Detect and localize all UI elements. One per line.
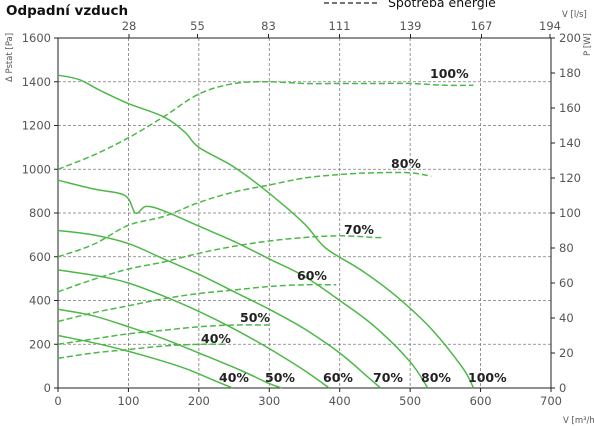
legend: Spotřeba energie — [324, 0, 496, 10]
y-axis-label: Δ Pstat [Pa] — [5, 33, 15, 82]
x-tick-label: 200 — [188, 394, 210, 408]
y2-tick-label: 120 — [559, 171, 581, 185]
y-tick-label: 0 — [44, 381, 51, 395]
x-tick-label: 0 — [54, 394, 61, 408]
x2-tick-label: 55 — [190, 19, 205, 33]
y2-tick-label: 40 — [559, 311, 574, 325]
y2-tick-label: 80 — [559, 241, 574, 255]
x2-tick-label: 111 — [329, 19, 351, 33]
pressure-curve-label: 100% — [468, 370, 507, 385]
tick-labels: 0200400600800100012001400160002040608010… — [22, 19, 581, 408]
power-curve-label: 70% — [344, 222, 374, 237]
y2-tick-label: 200 — [559, 31, 581, 45]
y-tick-label: 800 — [29, 206, 51, 220]
x2-tick-label: 83 — [261, 19, 276, 33]
y2-tick-label: 0 — [559, 381, 566, 395]
power-curve-label: 80% — [391, 156, 421, 171]
y2-tick-label: 180 — [559, 66, 581, 80]
x-tick-label: 400 — [329, 394, 351, 408]
x2-axis-label: V [l/s] — [562, 10, 587, 20]
pressure-curve-60pct — [57, 269, 330, 389]
legend-label: Spotřeba energie — [388, 0, 496, 10]
power-curve-80pct — [57, 171, 432, 258]
y2-axis-label: P [W] — [583, 33, 593, 56]
pressure-curve-70pct — [57, 229, 382, 389]
pressure-curve-label: 50% — [265, 370, 295, 385]
chart-title: Odpadní vzduch — [6, 3, 128, 19]
power-curves — [57, 81, 474, 360]
y-tick-label: 200 — [29, 337, 51, 351]
power-curve-label: 100% — [430, 66, 469, 81]
power-curve-label: 60% — [297, 268, 327, 283]
power-curve-100pct — [57, 81, 474, 170]
y2-tick-label: 20 — [559, 346, 574, 360]
power-curve-label: 50% — [240, 310, 270, 325]
y-tick-label: 1600 — [22, 31, 51, 45]
y2-tick-label: 160 — [559, 101, 581, 115]
pressure-curve-label: 80% — [421, 370, 451, 385]
pressure-curve-100pct — [57, 74, 475, 389]
y-tick-label: 400 — [29, 294, 51, 308]
y-tick-label: 1200 — [22, 119, 51, 133]
power-curve-label: 40% — [201, 331, 231, 346]
x-axis-label: V [m³/h] — [563, 416, 594, 426]
y-tick-label: 600 — [29, 250, 51, 264]
y-tick-label: 1000 — [22, 162, 51, 176]
x-tick-label: 600 — [470, 394, 492, 408]
x2-tick-label: 28 — [122, 19, 137, 33]
x-tick-label: 300 — [258, 394, 280, 408]
grid-lines — [58, 37, 551, 388]
pressure-curve-label: 60% — [323, 370, 353, 385]
axes — [54, 34, 555, 392]
y2-tick-label: 60 — [559, 276, 574, 290]
x2-tick-label: 194 — [539, 19, 561, 33]
pressure-curve-80pct — [57, 179, 429, 389]
x2-tick-label: 139 — [400, 19, 422, 33]
curve-labels: 100% 80% 70% 60% 50% 40% 40% 50% 60% 70% 80% 100% — [201, 66, 507, 385]
pressure-curve-label: 70% — [373, 370, 403, 385]
x-tick-label: 700 — [540, 394, 562, 408]
y2-tick-label: 140 — [559, 136, 581, 150]
x2-tick-label: 167 — [471, 19, 493, 33]
y2-tick-label: 100 — [559, 206, 581, 220]
power-curve-70pct — [57, 235, 383, 293]
pressure-curves — [57, 74, 475, 389]
pressure-curve-40pct — [57, 334, 233, 389]
power-curve-40pct — [57, 343, 228, 360]
y-tick-label: 1400 — [22, 75, 51, 89]
power-curve-60pct — [57, 283, 337, 323]
x-tick-label: 100 — [117, 394, 139, 408]
pressure-curve-50pct — [57, 308, 283, 389]
pressure-curve-label: 40% — [219, 370, 249, 385]
x-tick-label: 500 — [399, 394, 421, 408]
